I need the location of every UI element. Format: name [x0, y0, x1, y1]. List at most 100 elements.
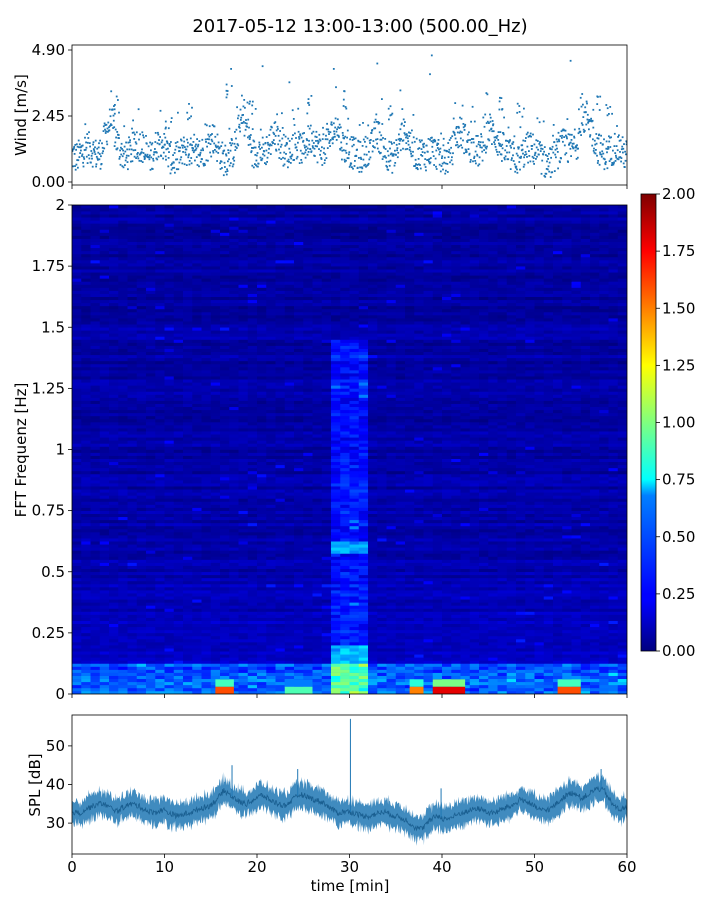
- spectrogram-cell: [488, 568, 498, 573]
- spectrogram-cell: [414, 663, 424, 667]
- wind-point: [545, 168, 548, 170]
- wind-point: [373, 121, 376, 124]
- spectrogram-cell: [146, 648, 156, 652]
- wind-point: [386, 150, 389, 153]
- spectrogram-cell: [571, 583, 582, 588]
- spectrogram-cell: [284, 525, 295, 530]
- wind-point: [112, 114, 115, 117]
- wind-point: [473, 120, 476, 123]
- wind-point: [328, 133, 330, 135]
- wind-point: [249, 136, 251, 139]
- spectrogram-cell: [386, 596, 397, 600]
- spectrogram-cell: [395, 657, 406, 661]
- spectrogram-cell: [229, 556, 239, 560]
- wind-point: [156, 142, 159, 145]
- wind-point: [551, 171, 554, 174]
- spectrogram-cell: [155, 583, 165, 588]
- spectrogram-cell: [571, 525, 582, 530]
- spectrogram-cell: [368, 663, 378, 667]
- spectrogram-cell: [164, 620, 175, 625]
- spectrogram-cell: [99, 629, 110, 634]
- spectrogram-cell: [229, 690, 239, 694]
- wind-point: [360, 170, 363, 173]
- wind-point: [246, 125, 248, 128]
- spectrogram-cell: [210, 666, 221, 670]
- spectrogram-cell: [81, 599, 91, 603]
- wind-point: [376, 142, 378, 145]
- wind-point: [352, 167, 354, 170]
- spectrogram-cell: [534, 632, 545, 637]
- spectrogram-cell: [488, 672, 498, 676]
- spectrogram-cell: [284, 553, 295, 557]
- wind-point: [353, 138, 355, 140]
- wind-point: [308, 104, 311, 106]
- wind-point: [536, 117, 539, 120]
- wind-point: [239, 119, 242, 121]
- wind-point: [342, 105, 345, 107]
- wind-point: [448, 151, 450, 153]
- spectrogram-cell: [109, 525, 119, 530]
- spectrogram-cell: [423, 522, 434, 527]
- spectrogram-cell: [155, 623, 165, 628]
- spectrogram-cell: [210, 672, 221, 676]
- spectrogram-cell: [229, 611, 239, 615]
- wind-point: [224, 166, 226, 168]
- wind-point: [86, 162, 89, 164]
- spectrogram-cell: [405, 550, 415, 554]
- spectrogram-cell: [220, 519, 230, 524]
- wind-point: [398, 137, 401, 140]
- wind-point: [539, 144, 542, 147]
- wind-point: [606, 107, 609, 110]
- wind-point: [127, 141, 130, 144]
- wind-point: [261, 146, 263, 149]
- wind-point: [379, 138, 382, 141]
- spectrogram-cell: [617, 690, 627, 694]
- spectrogram-cell: [386, 684, 397, 689]
- spectrogram-cell: [247, 660, 258, 664]
- spectrogram-cell: [386, 654, 397, 658]
- spectrogram-cell: [312, 642, 323, 646]
- spectrogram-cell: [506, 587, 517, 591]
- spectrogram-cell: [442, 654, 452, 658]
- spectrogram-cell: [321, 675, 332, 680]
- spectrogram-cell: [405, 642, 415, 646]
- wind-spike-point: [230, 68, 232, 70]
- wind-point: [230, 85, 233, 87]
- spectrogram-cell: [229, 626, 239, 631]
- spectrogram-cell: [599, 638, 609, 643]
- spectrogram-cell: [451, 669, 461, 673]
- spectrogram-cell: [294, 577, 304, 582]
- wind-point: [455, 144, 457, 147]
- spectrogram-cell: [599, 654, 609, 658]
- wind-point: [112, 127, 114, 129]
- spectrogram-cell: [247, 611, 258, 615]
- wind-point: [271, 126, 273, 129]
- spectrogram-cell: [99, 642, 110, 646]
- wind-point: [620, 157, 623, 159]
- spectrogram-cell: [377, 538, 387, 542]
- wind-point: [82, 156, 85, 159]
- wind-point: [97, 146, 100, 149]
- wind-point: [168, 143, 171, 145]
- wind-point: [535, 139, 538, 142]
- wind-point: [246, 101, 249, 104]
- spectrogram-cell: [312, 587, 323, 591]
- wind-point: [195, 147, 198, 150]
- wind-point: [556, 151, 559, 153]
- spectrogram-cell: [109, 675, 119, 680]
- spectrogram-cell: [136, 690, 147, 694]
- spectrogram-cell: [599, 593, 609, 597]
- spectrogram-cell: [617, 559, 627, 563]
- wind-point: [164, 127, 167, 130]
- wind-point: [438, 153, 441, 156]
- spectrogram-cell: [497, 535, 508, 539]
- spectrogram-cell: [479, 623, 489, 628]
- wind-point: [338, 127, 341, 129]
- spectrogram-cell: [358, 672, 369, 676]
- spectrogram-cell: [136, 519, 147, 524]
- spectrogram-cell: [109, 690, 119, 694]
- spectrogram-cell: [303, 580, 313, 585]
- spectrogram-cell: [331, 559, 341, 563]
- wind-point: [178, 150, 181, 152]
- spectrogram-cell: [423, 645, 434, 649]
